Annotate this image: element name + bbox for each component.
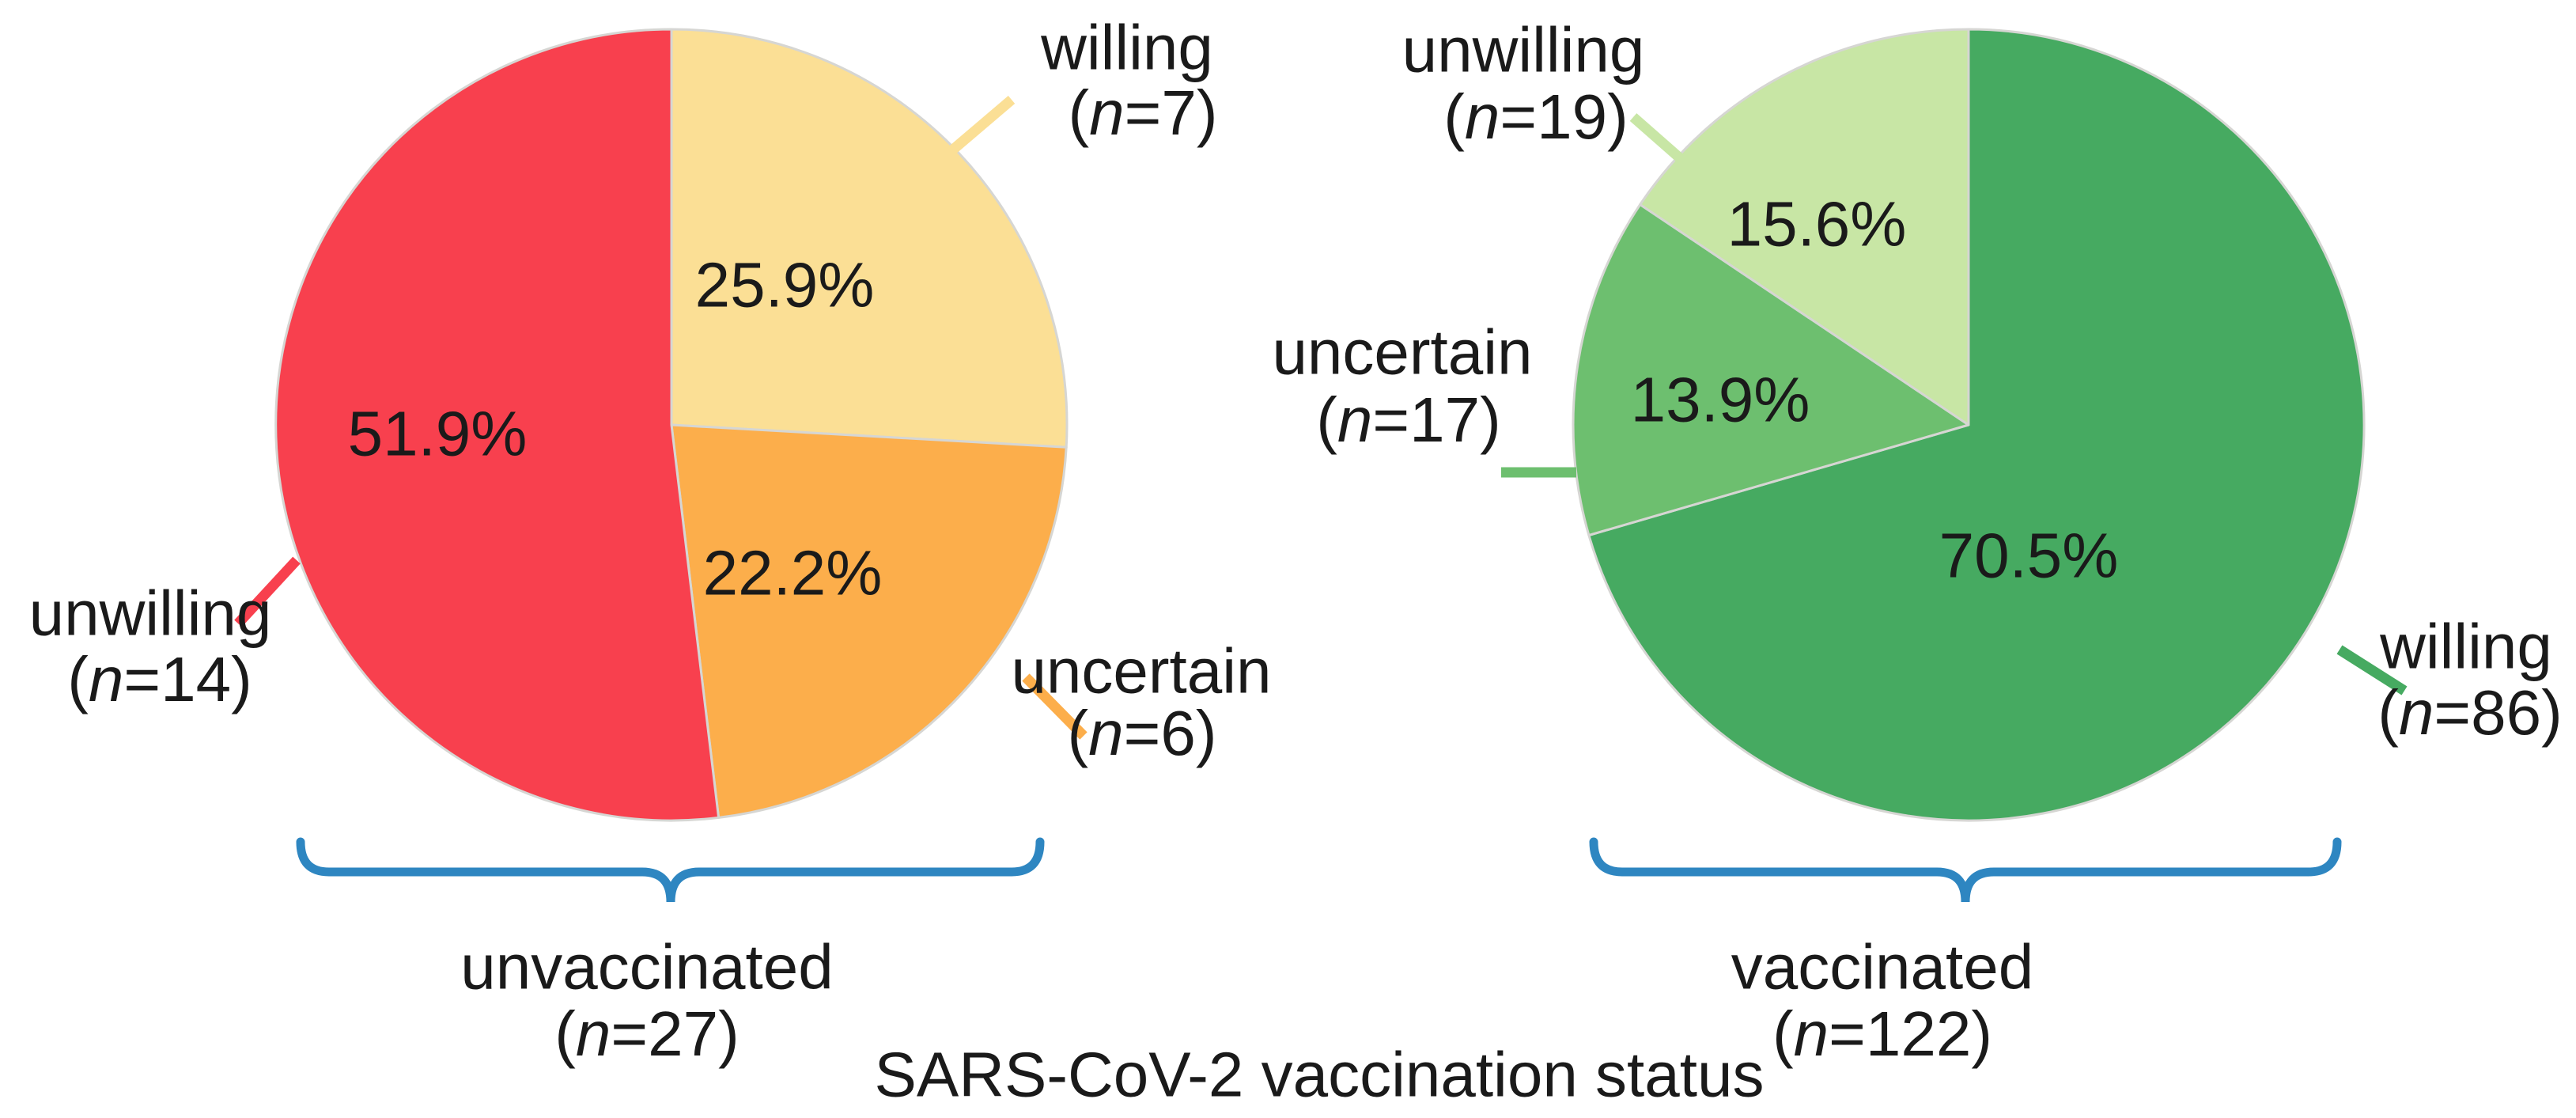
pie-slice-unwilling-vaccinated — [1639, 28, 1970, 426]
leader-line-unwilling-vaccinated — [1629, 113, 1708, 184]
pct-label-willing-unvaccinated: 25.9% — [695, 250, 875, 320]
group-label-unvaccinated-n: (n=27) — [554, 999, 739, 1069]
callout-uncertain-unvaccinated-n: (n=6) — [1068, 698, 1217, 768]
callout-willing-unvaccinated: willing — [1040, 13, 1213, 83]
callout-unwilling-vaccinated: unwilling — [1402, 15, 1645, 85]
brace-unvaccinated — [296, 837, 1045, 903]
pie-slice-uncertain-unvaccinated — [670, 423, 1068, 819]
pie-slice-uncertain-vaccinated — [1572, 203, 1970, 536]
callout-willing-vaccinated-n: (n=86) — [2377, 677, 2562, 748]
callout-unwilling-unvaccinated-n: (n=14) — [67, 644, 252, 714]
pct-label-uncertain-unvaccinated: 22.2% — [703, 538, 883, 608]
figure-title: SARS-CoV-2 vaccination status — [875, 1040, 1765, 1110]
callout-uncertain-vaccinated: uncertain — [1272, 317, 1532, 388]
brace-vaccinated — [1589, 837, 2342, 903]
pct-label-willing-vaccinated: 70.5% — [1939, 521, 2119, 591]
pie-slice-willing-unvaccinated — [670, 28, 1069, 449]
group-label-unvaccinated: unvaccinated — [460, 932, 833, 1002]
leader-line-willing-vaccinated — [2336, 645, 2408, 695]
leader-line-willing-unvaccinated — [949, 96, 1016, 153]
pie-slice-unwilling-unvaccinated — [274, 28, 721, 822]
callout-unwilling-unvaccinated: unwilling — [29, 578, 272, 649]
pct-label-unwilling-unvaccinated: 51.9% — [348, 399, 528, 469]
leader-line-uncertain-unvaccinated — [1022, 673, 1088, 740]
pie-vaccinated: 70.5% 13.9% 15.6% willing (n=86) uncerta… — [1272, 15, 2562, 1069]
pie-slice-willing-vaccinated — [1587, 28, 2366, 822]
pie-unvaccinated: 25.9% 22.2% 51.9% willing (n=7) uncertai… — [29, 13, 1272, 1069]
callout-willing-unvaccinated-n: (n=7) — [1069, 78, 1218, 148]
callout-willing-vaccinated: willing — [2379, 612, 2552, 682]
leader-line-unwilling-unvaccinated — [234, 556, 301, 627]
group-label-vaccinated-n: (n=122) — [1772, 999, 1992, 1069]
pct-label-unwilling-vaccinated: 15.6% — [1727, 189, 1907, 260]
callout-uncertain-unvaccinated: uncertain — [1011, 636, 1271, 707]
callout-unwilling-vaccinated-n: (n=19) — [1443, 81, 1628, 152]
pct-label-uncertain-vaccinated: 13.9% — [1631, 365, 1810, 435]
callout-uncertain-vaccinated-n: (n=17) — [1316, 385, 1500, 455]
group-label-vaccinated: vaccinated — [1731, 932, 2033, 1002]
